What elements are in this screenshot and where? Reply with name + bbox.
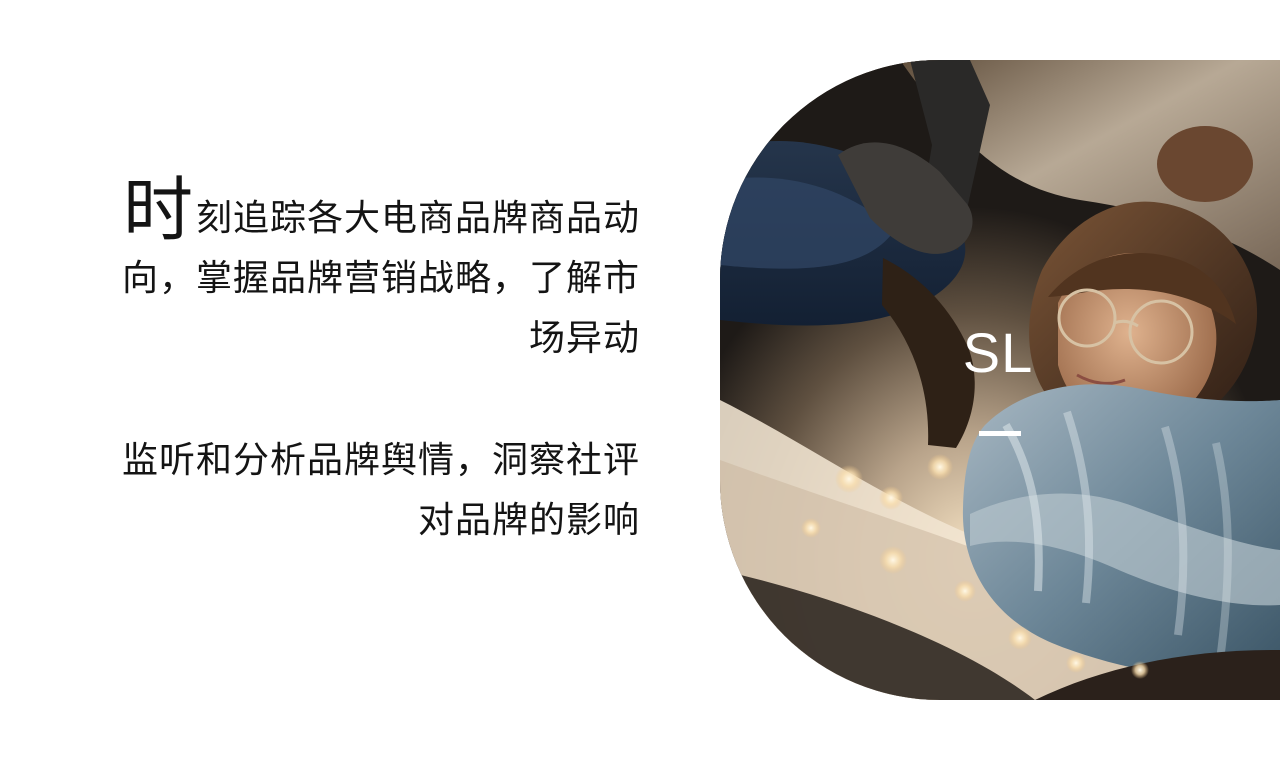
monogram-underline xyxy=(979,431,1021,436)
reading-woman-illustration xyxy=(720,60,1280,700)
monogram-label: SL xyxy=(962,321,1034,384)
intro-rest-text: 刻追踪各大电商品牌商品动向，掌握品牌营销战略，了解市场异动 xyxy=(121,198,640,359)
hero-image: SL xyxy=(720,60,1280,700)
intro-first-character: 时 xyxy=(122,169,194,251)
second-paragraph: 监听和分析品牌舆情，洞察社评对品牌的影响 xyxy=(121,440,640,541)
feature-text-block: 时刻追踪各大电商品牌商品动向，掌握品牌营销战略，了解市场异动 监听和分析品牌舆情… xyxy=(100,175,640,551)
intro-paragraph: 时刻追踪各大电商品牌商品动向，掌握品牌营销战略，了解市场异动 xyxy=(100,175,640,369)
